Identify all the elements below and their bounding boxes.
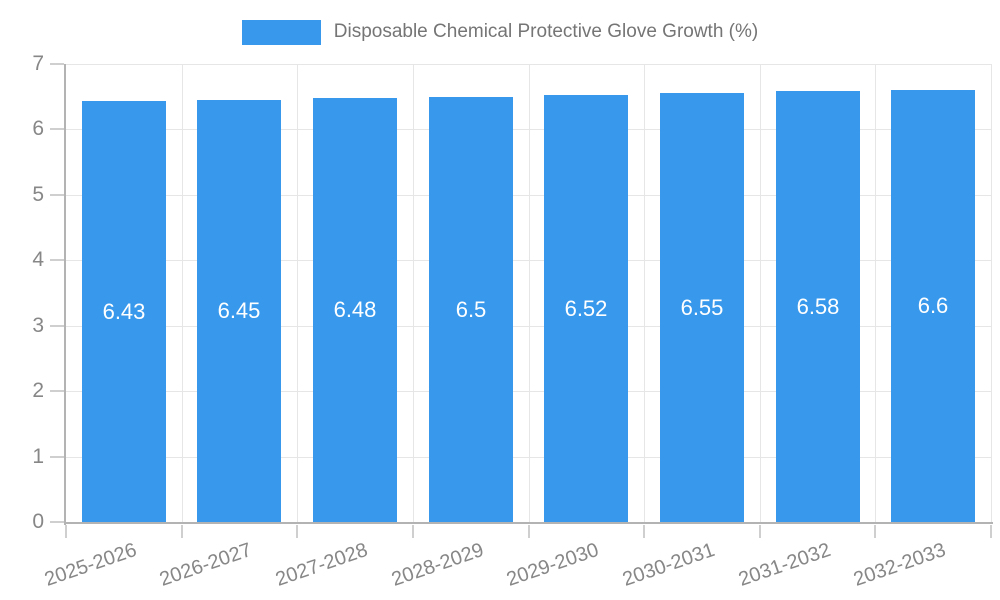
- y-tick-label: 0: [32, 510, 44, 533]
- y-axis-tick: [50, 521, 64, 523]
- gridline-horizontal: [66, 260, 991, 261]
- y-tick-label: 5: [32, 183, 44, 206]
- bar: 6.48: [313, 98, 397, 522]
- x-axis-tick: [990, 525, 992, 538]
- gridline-vertical: [529, 64, 530, 522]
- x-axis-tick: [296, 525, 298, 538]
- y-tick-label: 4: [32, 248, 44, 271]
- gridline-horizontal: [66, 457, 991, 458]
- x-axis-tick: [65, 525, 67, 538]
- gridline-horizontal: [66, 326, 991, 327]
- bar-value-label: 6.6: [917, 293, 949, 318]
- gridline-vertical: [413, 64, 414, 522]
- x-axis-tick: [874, 525, 876, 538]
- gridline-vertical: [182, 64, 183, 522]
- bar: 6.43: [82, 101, 166, 522]
- gridline-vertical: [875, 64, 876, 522]
- y-tick-label: 7: [32, 52, 44, 75]
- bar: 6.45: [197, 100, 281, 522]
- bar: 6.52: [544, 95, 628, 522]
- y-axis-tick: [50, 390, 64, 392]
- gridline-horizontal: [66, 64, 991, 65]
- y-axis-tick: [50, 63, 64, 65]
- x-axis-tick: [643, 525, 645, 538]
- plot-area: 0 1 2 3 4 5 6 7 6.43 2025-2026 6.45 2026-2027 6.48 20…: [32, 52, 993, 591]
- bar: 6.5: [429, 97, 513, 522]
- x-axis-tick: [412, 525, 414, 538]
- gridline-vertical: [991, 64, 992, 522]
- y-axis-tick: [50, 128, 64, 130]
- y-axis-tick: [50, 325, 64, 327]
- bar-value-label: 6.48: [333, 297, 377, 322]
- bar-value-label: 6.55: [680, 294, 724, 320]
- bar: 6.6: [891, 90, 975, 522]
- bar-value-label: 6.45: [217, 298, 261, 323]
- x-axis-line: [64, 522, 993, 524]
- y-axis-line: [64, 64, 66, 525]
- bar-value-label: 6.52: [564, 295, 608, 321]
- y-axis-tick: [50, 194, 64, 196]
- x-axis-tick: [759, 525, 761, 538]
- y-tick-label: 2: [32, 379, 44, 402]
- gridline-horizontal: [66, 129, 991, 130]
- gridline-vertical: [644, 64, 645, 522]
- bar-value-label: 6.5: [455, 296, 487, 322]
- x-axis-tick: [528, 525, 530, 538]
- legend[interactable]: Disposable Chemical Protective Glove Gro…: [0, 19, 1000, 45]
- legend-label: Disposable Chemical Protective Glove Gro…: [333, 21, 759, 42]
- bar: 6.55: [660, 93, 744, 522]
- gridline-horizontal: [66, 195, 991, 196]
- legend-swatch: [241, 19, 321, 45]
- gridline-horizontal: [66, 391, 991, 392]
- y-axis-tick: [50, 259, 64, 261]
- bar-value-label: 6.58: [796, 293, 840, 319]
- bar: 6.58: [776, 91, 860, 522]
- y-axis-tick: [50, 456, 64, 458]
- gridline-vertical: [760, 64, 761, 522]
- y-tick-label: 6: [32, 117, 44, 140]
- x-axis-tick: [181, 525, 183, 538]
- y-tick-label: 3: [32, 314, 44, 337]
- y-tick-label: 1: [32, 445, 44, 468]
- gridline-vertical: [297, 64, 298, 522]
- bar-value-label: 6.43: [102, 298, 146, 324]
